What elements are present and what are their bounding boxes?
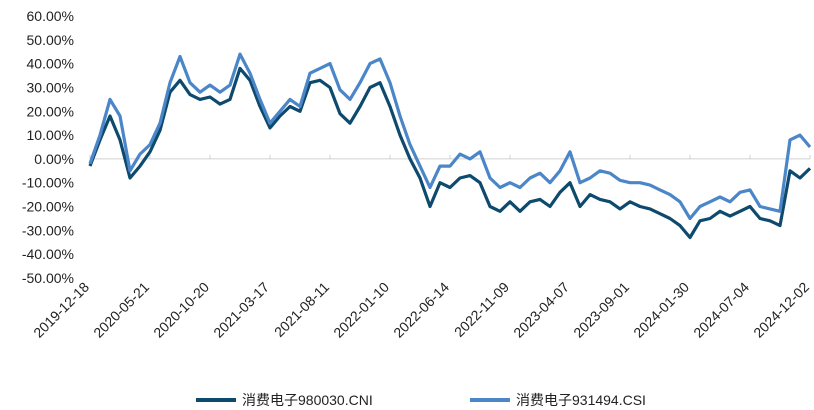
y-tick-label: 20.00% xyxy=(27,103,74,119)
x-tick-label: 2019-12-18 xyxy=(30,279,92,341)
y-tick-label: 30.00% xyxy=(27,79,74,95)
y-tick-label: -10.00% xyxy=(22,175,74,191)
series-line xyxy=(88,52,812,221)
x-tick-label: 2023-09-01 xyxy=(570,279,632,341)
y-tick-label: -50.00% xyxy=(22,270,74,286)
y-tick-label: 60.00% xyxy=(27,8,74,24)
y-tick-label: 50.00% xyxy=(27,32,74,48)
y-tick-label: 40.00% xyxy=(27,56,74,72)
x-tick-label: 2022-01-10 xyxy=(330,279,392,341)
x-tick-label: 2020-05-21 xyxy=(90,279,152,341)
x-tick-label: 2024-12-02 xyxy=(750,279,812,341)
x-tick-label: 2022-06-14 xyxy=(390,279,452,341)
x-tick-label: 2021-03-17 xyxy=(210,279,272,341)
x-tick-label: 2024-07-04 xyxy=(690,279,752,341)
y-tick-label: -20.00% xyxy=(22,199,74,215)
x-tick-label: 2021-08-11 xyxy=(271,279,332,340)
y-tick-label: -40.00% xyxy=(22,246,74,262)
x-tick-label: 2022-11-09 xyxy=(451,279,512,340)
y-tick-label: -30.00% xyxy=(22,222,74,238)
x-tick-label: 2020-10-20 xyxy=(150,279,212,341)
x-tick-label: 2023-04-07 xyxy=(510,279,572,341)
legend-label: 消费电子980030.CNI xyxy=(242,392,373,408)
y-tick-label: 10.00% xyxy=(27,127,74,143)
series-line xyxy=(88,66,812,240)
x-tick-label: 2024-01-30 xyxy=(630,279,692,341)
legend-label: 消费电子931494.CSI xyxy=(516,392,646,408)
y-tick-label: 0.00% xyxy=(34,151,74,167)
